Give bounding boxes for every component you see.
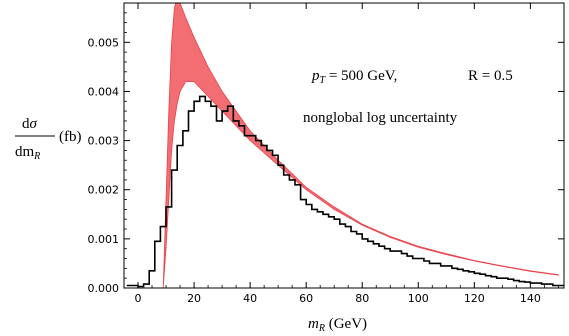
x-tick-label: 20 <box>187 292 201 305</box>
y-tick-label: 0.003 <box>88 135 120 148</box>
x-tick-label: 80 <box>355 292 369 305</box>
annotation-r: R = 0.5 <box>468 68 513 84</box>
y-label-denominator: dmR <box>15 144 40 162</box>
x-axis-label: mR (GeV) <box>308 316 367 334</box>
y-tick-label: 0.004 <box>88 85 120 98</box>
annotation-pt: pT = 500 GeV, <box>311 68 397 86</box>
y-tick-label: 0.000 <box>88 282 120 295</box>
x-tick-label: 120 <box>464 292 485 305</box>
y-tick-label: 0.002 <box>88 184 120 197</box>
x-tick-label: 0 <box>135 292 142 305</box>
y-tick-label: 0.001 <box>88 233 120 246</box>
y-label-unit: (fb) <box>59 129 82 145</box>
y-tick-label: 0.005 <box>88 36 120 49</box>
x-tick-label: 40 <box>243 292 257 305</box>
x-tick-label: 100 <box>408 292 429 305</box>
x-tick-label: 60 <box>299 292 313 305</box>
y-axis-label: dσ dmR (fb) <box>15 116 82 162</box>
x-axis-ticks: 0 20 40 60 80 100 120 140 <box>123 3 559 305</box>
y-axis-ticks: 0.000 0.001 0.002 0.003 0.004 0.005 <box>88 2 564 295</box>
plot-frame <box>123 2 565 289</box>
uncertainty-band <box>162 3 559 288</box>
histogram-series <box>126 95 564 288</box>
y-label-numerator: dσ <box>22 116 38 132</box>
x-tick-label: 140 <box>520 292 541 305</box>
annotation-uncertainty: nonglobal log uncertainty <box>303 110 458 126</box>
